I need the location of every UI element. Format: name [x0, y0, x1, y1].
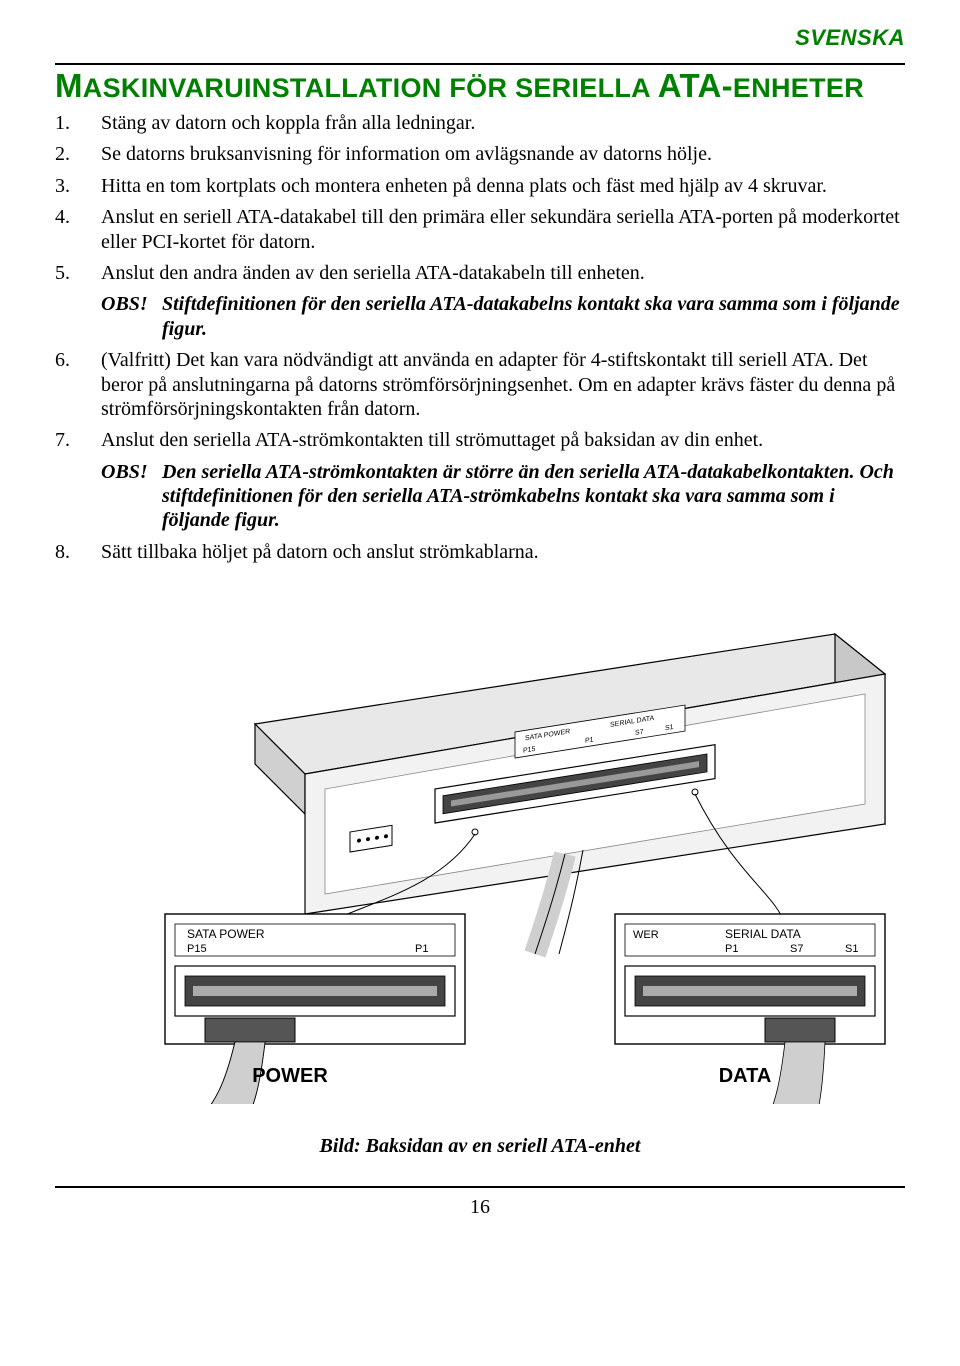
title-cap-1: M	[55, 67, 83, 104]
figure: SATA POWER SERIAL DATA P15 P1 S7 S1 SATA…	[55, 594, 905, 1109]
language-tag: SVENSKA	[55, 25, 905, 51]
label-s1: S1	[845, 943, 858, 955]
label-data: DATA	[719, 1065, 772, 1087]
label-wer: WER	[633, 929, 659, 941]
note-2-body: Den seriella ATA-strömkontakten är störr…	[162, 460, 904, 533]
note-2: OBS! Den seriella ATA-strömkontakten är …	[55, 460, 905, 533]
label-s1-small: S1	[665, 724, 674, 732]
label-s7-small: S7	[635, 729, 644, 737]
label-power: POWER	[252, 1065, 328, 1087]
note-2-label: OBS!	[101, 460, 157, 484]
top-rule	[55, 63, 905, 65]
label-p1: P1	[415, 943, 428, 955]
step-2: Se datorns bruksanvisning för informatio…	[55, 142, 905, 166]
note-1-label: OBS!	[101, 292, 157, 316]
page-number: 16	[55, 1196, 905, 1219]
label-sata-power: SATA POWER	[187, 927, 265, 941]
page-title: MASKINVARUINSTALLATION FÖR SERIELLA ATA-…	[55, 67, 905, 105]
footer-rule	[55, 1186, 905, 1188]
device-rear-illustration: SATA POWER SERIAL DATA P15 P1 S7 S1 SATA…	[135, 594, 895, 1104]
label-s7: S7	[790, 943, 803, 955]
instruction-list-cont: (Valfritt) Det kan vara nödvändigt att a…	[55, 348, 905, 453]
figure-caption: Bild: Baksidan av en seriell ATA-enhet	[55, 1135, 905, 1158]
label-serial-data: SERIAL DATA	[725, 927, 801, 941]
step-3: Hitta en tom kortplats och montera enhet…	[55, 174, 905, 198]
instruction-list: Stäng av datorn och koppla från alla led…	[55, 111, 905, 285]
title-cap-2: ATA-	[658, 67, 733, 104]
step-4: Anslut en seriell ATA-datakabel till den…	[55, 205, 905, 254]
label-p1-small: P1	[585, 737, 594, 745]
title-part-1: ASKINVARUINSTALLATION FÖR SERIELLA	[83, 73, 658, 103]
label-p15: P15	[187, 943, 207, 955]
step-5: Anslut den andra änden av den seriella A…	[55, 261, 905, 285]
note-1: OBS! Stiftdefinitionen för den seriella …	[55, 292, 905, 341]
label-p1-right: P1	[725, 943, 738, 955]
note-1-body: Stiftdefinitionen för den seriella ATA-d…	[162, 292, 904, 341]
instruction-list-end: Sätt tillbaka höljet på datorn och anslu…	[55, 540, 905, 564]
step-8: Sätt tillbaka höljet på datorn och anslu…	[55, 540, 905, 564]
step-6: (Valfritt) Det kan vara nödvändigt att a…	[55, 348, 905, 421]
step-1: Stäng av datorn och koppla från alla led…	[55, 111, 905, 135]
step-7: Anslut den seriella ATA-strömkontakten t…	[55, 428, 905, 452]
title-part-2: ENHETER	[733, 73, 864, 103]
